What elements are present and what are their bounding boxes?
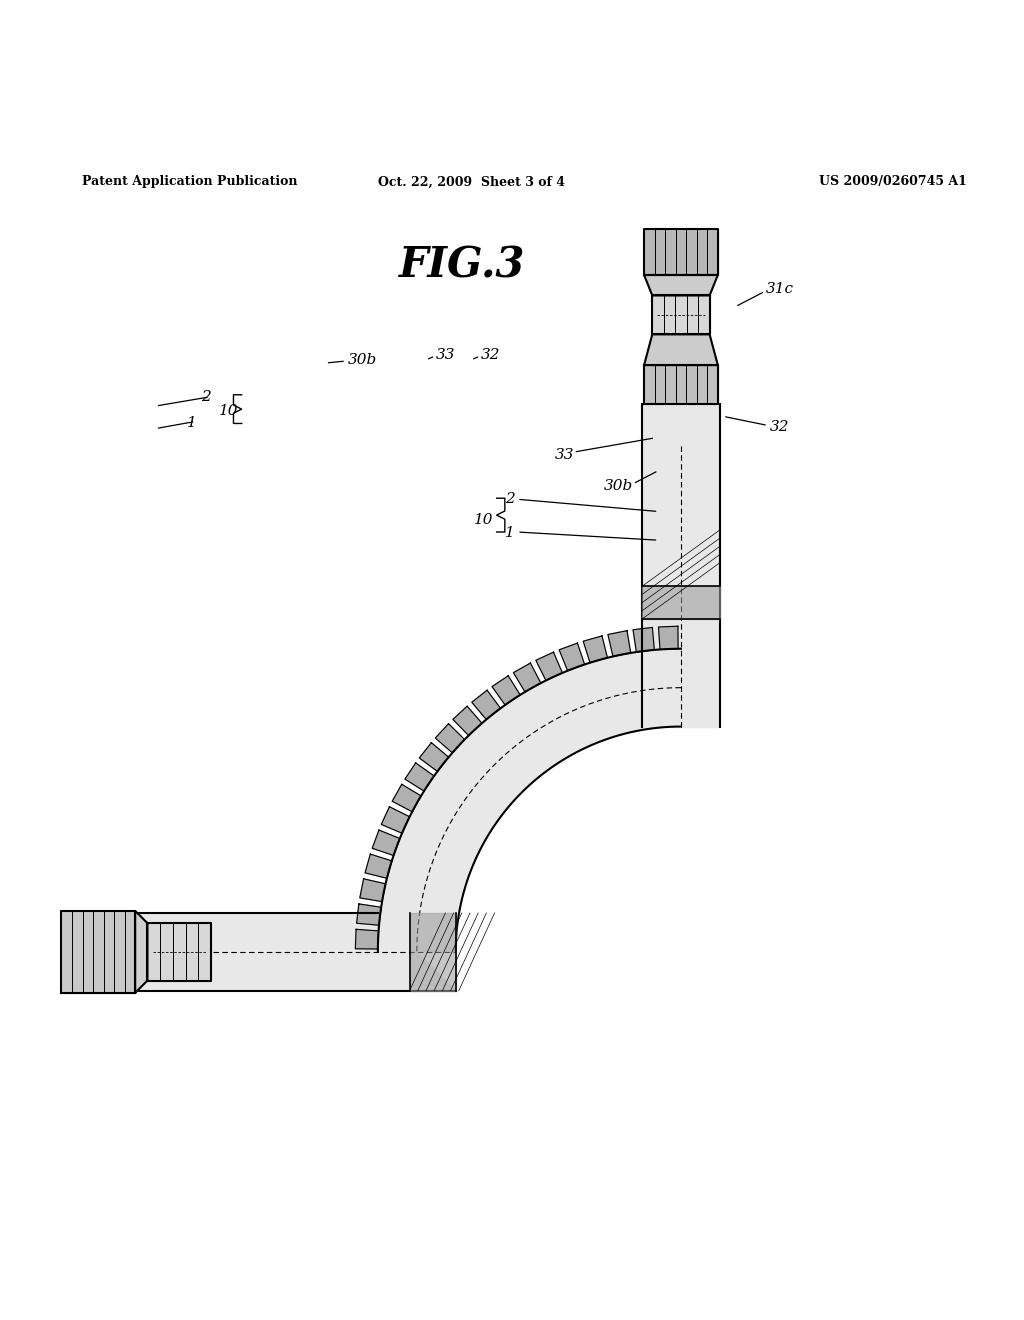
Polygon shape	[61, 913, 456, 991]
Polygon shape	[355, 929, 379, 949]
Polygon shape	[420, 743, 449, 771]
Polygon shape	[642, 586, 720, 619]
Text: 30b: 30b	[604, 479, 634, 492]
Polygon shape	[642, 404, 720, 726]
Text: 2: 2	[505, 492, 515, 507]
Polygon shape	[644, 366, 718, 404]
Polygon shape	[147, 923, 211, 981]
Polygon shape	[359, 879, 386, 902]
Polygon shape	[536, 652, 562, 681]
Polygon shape	[378, 648, 681, 952]
Text: 30b: 30b	[348, 352, 378, 367]
Text: 33: 33	[436, 348, 456, 362]
Polygon shape	[644, 275, 718, 296]
Polygon shape	[644, 334, 718, 366]
Polygon shape	[658, 626, 678, 649]
Polygon shape	[633, 627, 654, 652]
Polygon shape	[435, 723, 465, 752]
Polygon shape	[608, 631, 631, 656]
Text: 32: 32	[770, 420, 790, 433]
Text: 10: 10	[219, 404, 239, 418]
Polygon shape	[472, 690, 501, 719]
Polygon shape	[453, 706, 482, 735]
Text: 1: 1	[187, 416, 198, 430]
Polygon shape	[381, 807, 410, 833]
Polygon shape	[652, 296, 710, 334]
Polygon shape	[404, 763, 434, 791]
Text: FIG.3: FIG.3	[399, 244, 526, 286]
Polygon shape	[493, 676, 520, 705]
Polygon shape	[513, 663, 541, 692]
Polygon shape	[559, 643, 585, 671]
Polygon shape	[135, 911, 147, 993]
Polygon shape	[644, 228, 718, 275]
Polygon shape	[356, 904, 381, 925]
Text: Oct. 22, 2009  Sheet 3 of 4: Oct. 22, 2009 Sheet 3 of 4	[378, 176, 564, 189]
Polygon shape	[373, 830, 399, 855]
Polygon shape	[61, 911, 135, 993]
Polygon shape	[410, 913, 456, 991]
Text: 10: 10	[474, 512, 494, 527]
Text: 31c: 31c	[766, 282, 794, 296]
Polygon shape	[392, 784, 421, 812]
Text: Patent Application Publication: Patent Application Publication	[82, 176, 297, 189]
Polygon shape	[365, 854, 392, 878]
Text: 33: 33	[555, 449, 574, 462]
Text: 2: 2	[201, 389, 211, 404]
Text: 32: 32	[481, 348, 501, 362]
Polygon shape	[584, 636, 607, 663]
Text: 1: 1	[505, 527, 515, 540]
Text: US 2009/0260745 A1: US 2009/0260745 A1	[819, 176, 967, 189]
